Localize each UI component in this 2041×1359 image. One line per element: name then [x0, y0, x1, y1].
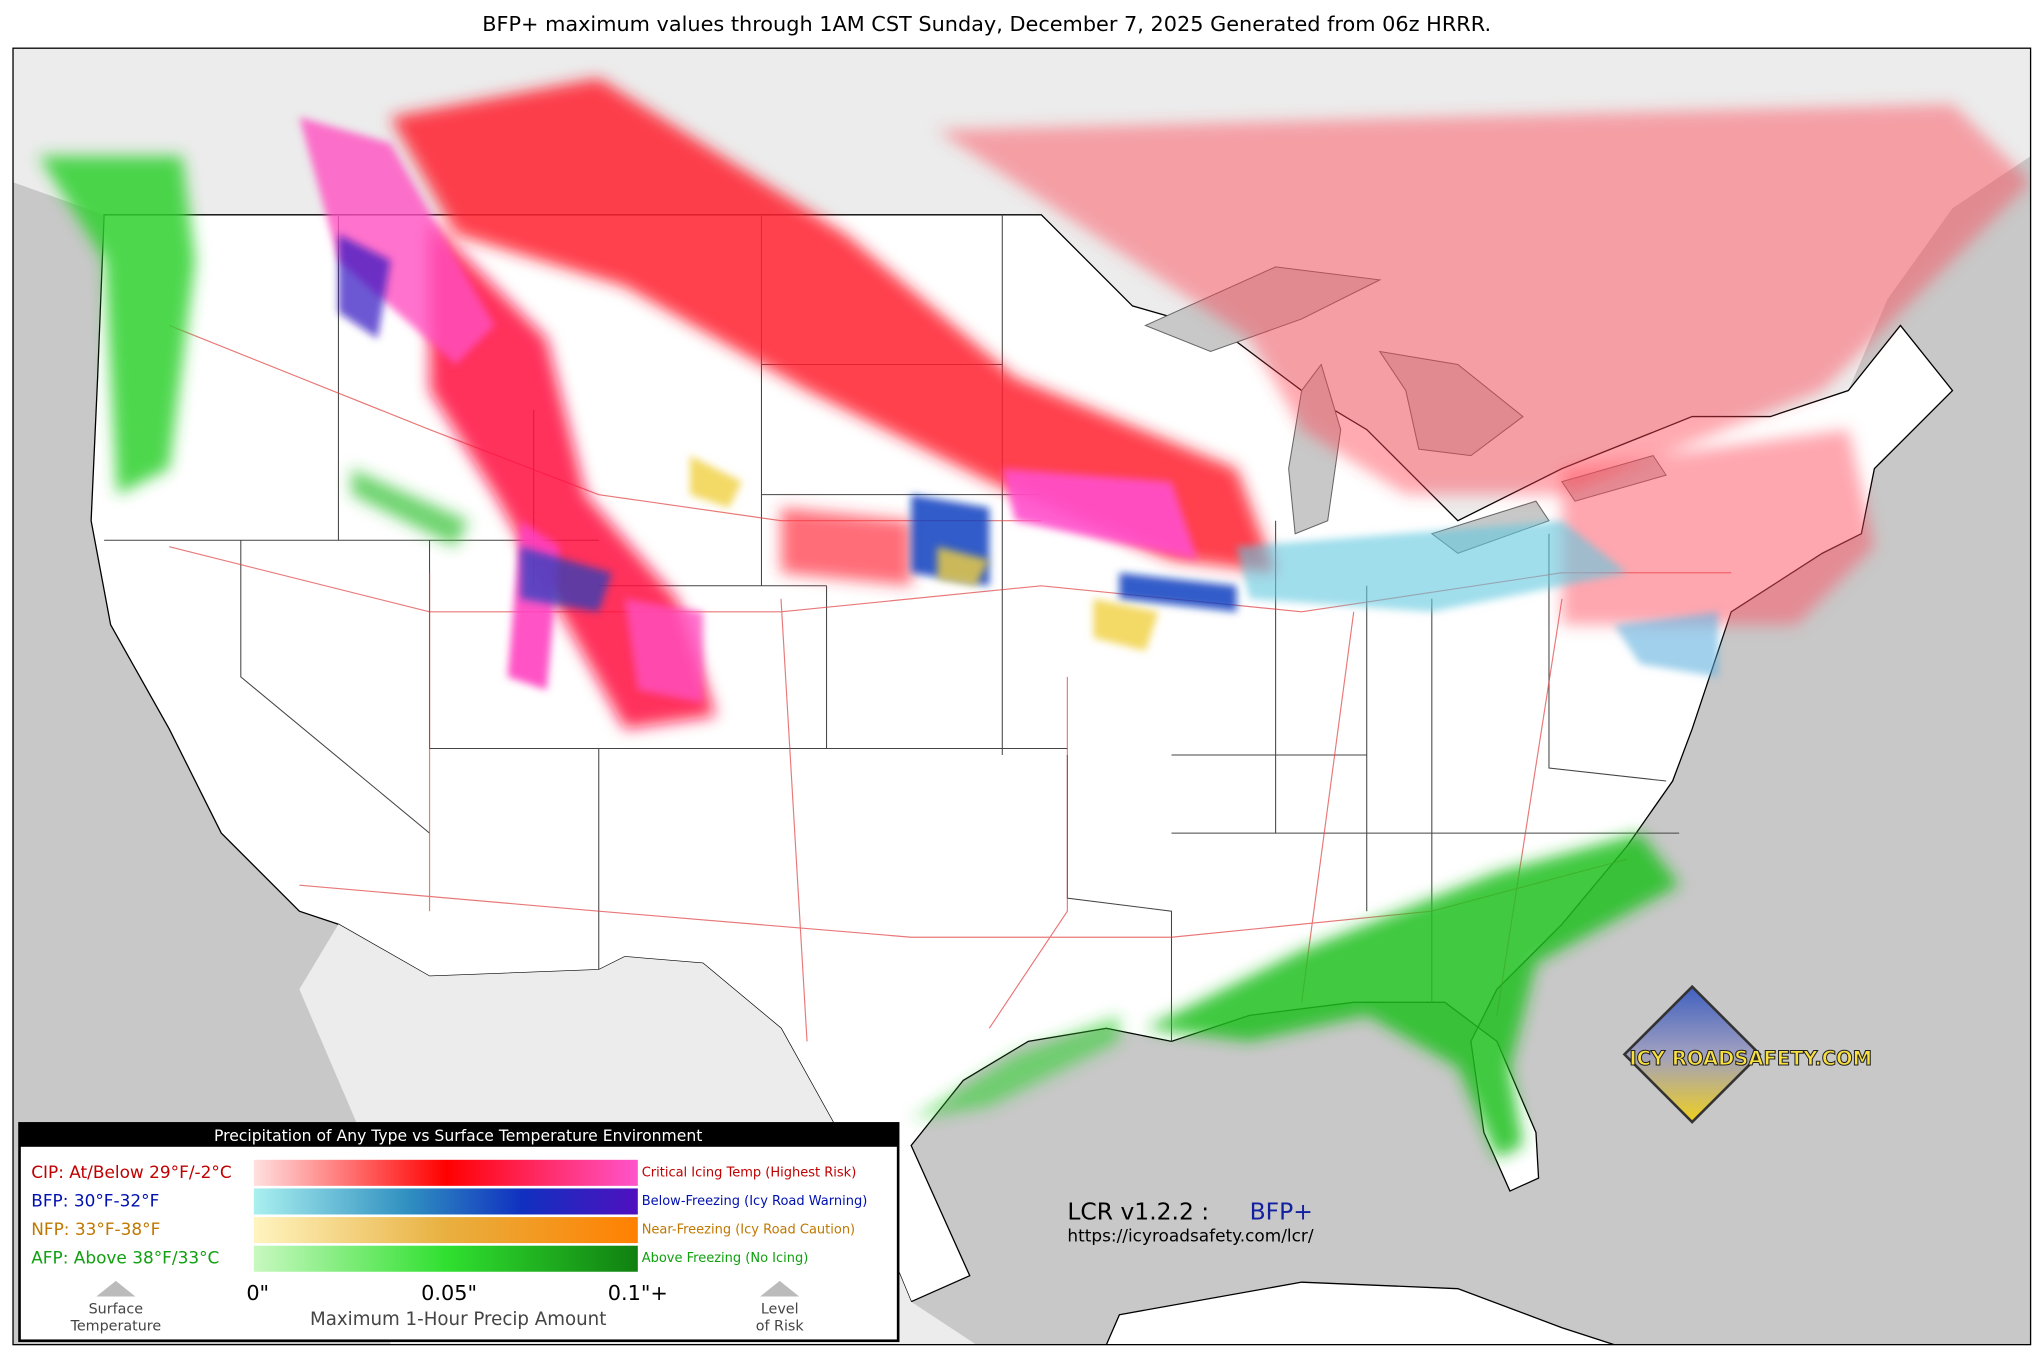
legend-right-marker: Level: [761, 1302, 799, 1318]
logo-text: ICY ROADSAFETY.COM: [1629, 1047, 1872, 1070]
legend-title: Precipitation of Any Type vs Surface Tem…: [214, 1127, 702, 1145]
precip-afp: [39, 156, 1680, 1159]
legend-bar-cip: [253, 1159, 638, 1186]
legend-right-marker: of Risk: [756, 1318, 805, 1334]
map-title: BFP+ maximum values through 1AM CST Sund…: [482, 12, 1491, 36]
cuba: [1105, 1281, 1615, 1345]
precip-nfp: [689, 455, 1159, 651]
logo: ICY ROADSAFETY.COM: [1622, 984, 1873, 1124]
legend-row-label: BFP: 30°F-32°F: [31, 1190, 159, 1210]
legend-scale-label: 0.05": [421, 1281, 477, 1305]
legend-row-description: Above Freezing (No Icing): [642, 1251, 809, 1266]
legend-bar-nfp: [253, 1217, 638, 1244]
legend-bar-bfp: [253, 1188, 638, 1215]
version-label: LCR v1.2.2 :: [1067, 1198, 1209, 1226]
version-product: BFP+: [1250, 1198, 1313, 1226]
logo-diamond: [1622, 984, 1762, 1124]
version-url: https://icyroadsafety.com/lcr/: [1067, 1226, 1313, 1246]
map-frame: [12, 47, 2032, 1346]
legend-bar-afp: [253, 1245, 638, 1272]
legend: Precipitation of Any Type vs Surface Tem…: [18, 1122, 900, 1343]
legend-scale-label: 0": [246, 1281, 269, 1305]
legend-left-marker: Surface: [89, 1302, 144, 1318]
legend-header-bar: [19, 1123, 899, 1147]
legend-scale-label: 0.1"+: [608, 1281, 668, 1305]
legend-scale-title: Maximum 1-Hour Precip Amount: [310, 1309, 606, 1330]
legend-row-description: Below-Freezing (Icy Road Warning): [642, 1194, 868, 1209]
legend-row-label: AFP: Above 38°F/33°C: [31, 1248, 219, 1268]
legend-left-marker: Temperature: [70, 1318, 162, 1334]
precip-bfp: [338, 234, 1719, 677]
legend-row-label: NFP: 33°F-38°F: [31, 1219, 160, 1239]
legend-row-description: Critical Icing Temp (Highest Risk): [642, 1165, 857, 1180]
legend-row-label: CIP: At/Below 29°F/-2°C: [31, 1162, 231, 1182]
legend-row-description: Near-Freezing (Icy Road Caution): [642, 1223, 855, 1238]
